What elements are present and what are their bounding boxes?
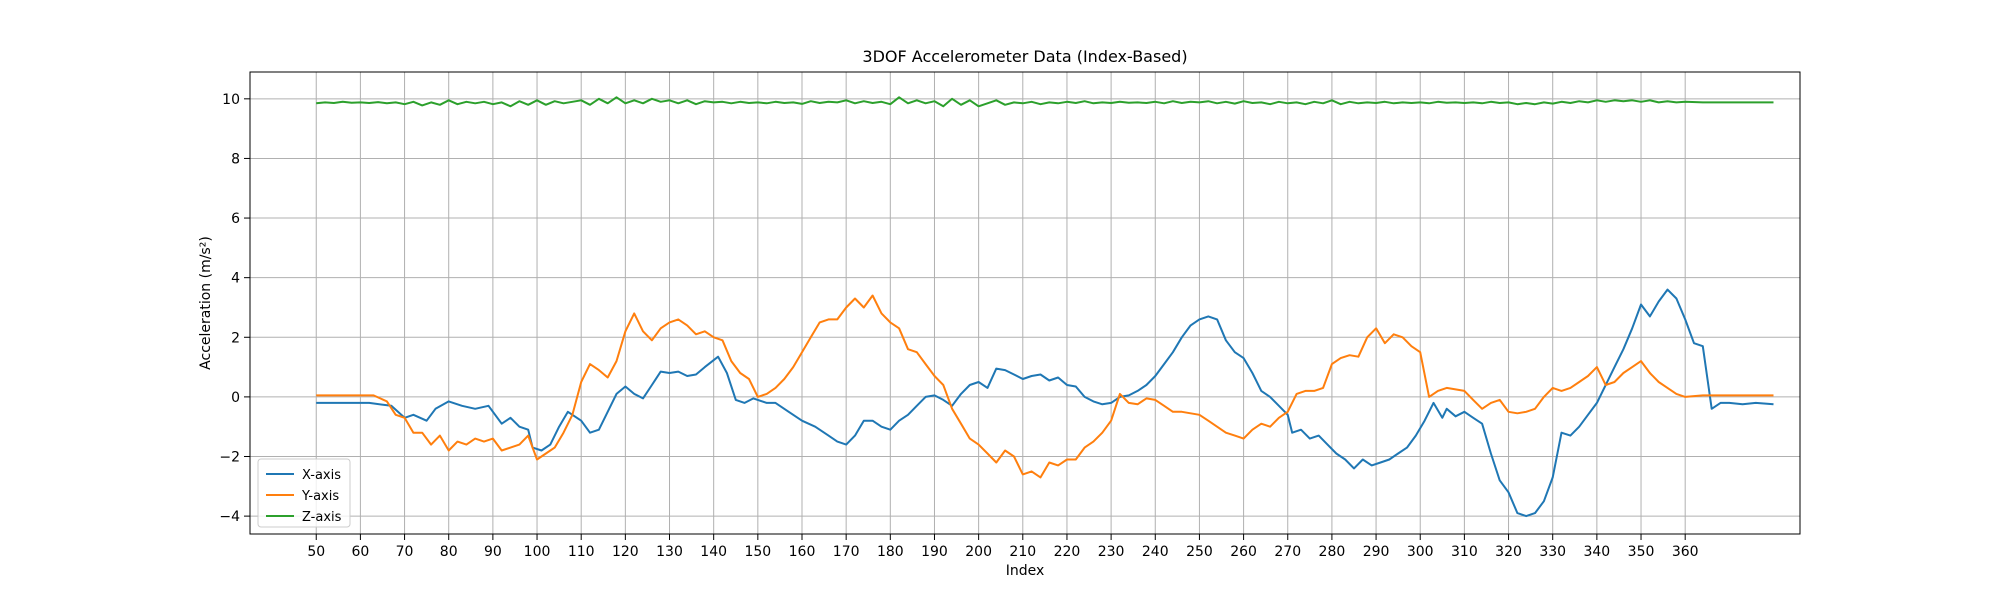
- grid-lines: [250, 72, 1800, 534]
- y-axis-ticks: −4 −2 0 2 4 6 8 10: [219, 92, 250, 525]
- x-tick-label: 130: [656, 544, 683, 560]
- series-line-x-axis: [316, 288, 1774, 518]
- x-tick-label: 90: [484, 544, 502, 560]
- x-tick-label: 340: [1583, 544, 1610, 560]
- x-axis-ticks: 50 60 70 80 90 100 110 120 130 140 150 160 170 180 190…: [307, 534, 1699, 560]
- chart-title: 3DOF Accelerometer Data (Index-Based): [862, 47, 1187, 66]
- x-tick-label: 80: [440, 544, 458, 560]
- legend-label-x-axis: X-axis: [302, 468, 341, 483]
- x-tick-label: 210: [1009, 544, 1036, 560]
- x-tick-label: 190: [921, 544, 948, 560]
- x-tick-label: 120: [612, 544, 639, 560]
- x-tick-label: 290: [1363, 544, 1390, 560]
- y-tick-label: 10: [222, 92, 240, 108]
- series-lines: [316, 96, 1774, 518]
- x-tick-label: 140: [700, 544, 727, 560]
- x-tick-label: 300: [1407, 544, 1434, 560]
- x-tick-label: 150: [744, 544, 771, 560]
- x-axis-title: Index: [1006, 563, 1045, 579]
- legend-label-y-axis: Y-axis: [301, 489, 339, 504]
- x-tick-label: 250: [1186, 544, 1213, 560]
- plot-frame: [249, 71, 1801, 535]
- x-tick-label: 200: [965, 544, 992, 560]
- x-tick-label: 280: [1319, 544, 1346, 560]
- x-tick-label: 240: [1142, 544, 1169, 560]
- x-tick-label: 260: [1230, 544, 1257, 560]
- x-tick-label: 50: [307, 544, 325, 560]
- legend-box: [257, 458, 351, 528]
- x-tick-label: 100: [524, 544, 551, 560]
- y-tick-label: −2: [219, 450, 240, 466]
- x-tick-label: 60: [351, 544, 369, 560]
- x-tick-label: 180: [877, 544, 904, 560]
- x-tick-label: 310: [1451, 544, 1478, 560]
- x-tick-label: 70: [396, 544, 414, 560]
- x-tick-label: 320: [1495, 544, 1522, 560]
- y-tick-label: −4: [219, 509, 240, 525]
- x-tick-label: 360: [1672, 544, 1699, 560]
- x-tick-label: 110: [568, 544, 595, 560]
- y-tick-label: 4: [231, 271, 240, 287]
- y-tick-label: 0: [231, 390, 240, 406]
- series-line-y-axis: [316, 294, 1774, 479]
- x-tick-label: 160: [789, 544, 816, 560]
- x-tick-label: 220: [1054, 544, 1081, 560]
- y-tick-label: 2: [231, 330, 240, 346]
- series-line-z-axis: [316, 96, 1774, 108]
- y-tick-label: 6: [231, 211, 240, 227]
- x-tick-label: 270: [1274, 544, 1301, 560]
- x-tick-label: 330: [1539, 544, 1566, 560]
- legend: X-axis Y-axis Z-axis: [257, 458, 351, 528]
- y-axis-title: Acceleration (m/s²): [198, 236, 214, 370]
- y-tick-label: 8: [231, 151, 240, 167]
- legend-label-z-axis: Z-axis: [302, 510, 342, 525]
- x-tick-label: 170: [833, 544, 860, 560]
- x-tick-label: 230: [1098, 544, 1125, 560]
- x-tick-label: 350: [1628, 544, 1655, 560]
